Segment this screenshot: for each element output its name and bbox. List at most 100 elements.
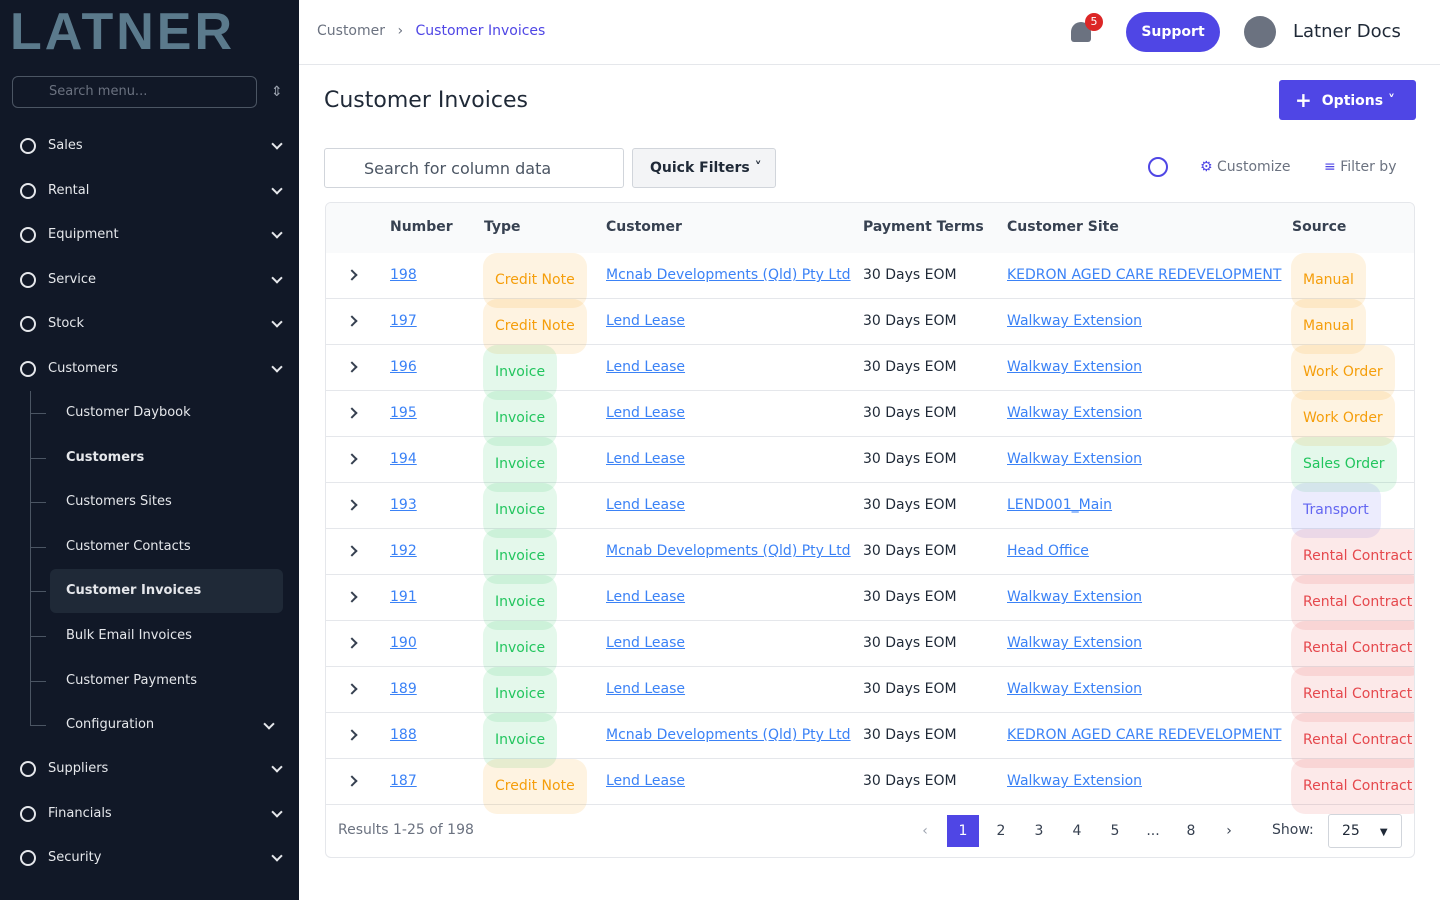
table: Number Type Customer Payment Terms Customer … (325, 202, 1415, 858)
customer-site[interactable]: Walkway Extension (1007, 635, 1143, 651)
expand-icon[interactable] (346, 269, 358, 281)
customer-site[interactable]: Walkway Extension (1007, 681, 1143, 697)
expand-icon[interactable] (346, 361, 358, 373)
customer[interactable]: Lend Lease (606, 313, 686, 329)
invoice-number[interactable]: 188 (390, 727, 417, 743)
submenu-item[interactable]: Customers Sites (66, 494, 172, 510)
page-button[interactable]: 4 (1072, 823, 1082, 839)
menu-item[interactable]: Equipment (0, 215, 299, 255)
expand-icon[interactable] (346, 729, 358, 741)
submenu-item[interactable]: Customers (66, 449, 145, 465)
invoice-number[interactable]: 193 (390, 497, 417, 513)
page-size[interactable]: 25 ▼ (1328, 814, 1402, 848)
customer[interactable]: Mcnab Developments (Qld) Pty Ltd (606, 727, 851, 743)
customer-site[interactable]: KEDRON AGED CARE REDEVELOPMENT (1007, 267, 1282, 283)
badge: Rental Contract (1291, 667, 1414, 722)
collapse-icon[interactable]: ⇕ (271, 84, 283, 100)
customer-site[interactable]: Walkway Extension (1007, 359, 1143, 375)
menu-item[interactable]: Suppliers (0, 749, 299, 789)
invoice-number[interactable]: 197 (390, 313, 417, 329)
invoice-number[interactable]: 190 (390, 635, 417, 651)
menu-item[interactable]: Financials (0, 794, 299, 834)
menu-item[interactable]: Security (0, 838, 299, 878)
menu-item[interactable]: Service (0, 260, 299, 300)
menu-item[interactable]: Stock (0, 304, 299, 344)
expand-icon[interactable] (346, 499, 358, 511)
expand-icon[interactable] (346, 407, 358, 419)
page-button[interactable]: 1 (947, 815, 979, 847)
expand-icon[interactable] (346, 453, 358, 465)
customer-site[interactable]: Head Office (1007, 543, 1089, 559)
customer[interactable]: Mcnab Developments (Qld) Pty Ltd (606, 543, 851, 559)
invoice-number[interactable]: 195 (390, 405, 417, 421)
crumb[interactable]: Customer (317, 23, 386, 39)
invoice-number[interactable]: 198 (390, 267, 417, 283)
badge: Manual (1291, 299, 1366, 354)
crumb[interactable]: Customer Invoices (415, 23, 546, 39)
customer-site[interactable]: LEND001_Main (1007, 497, 1113, 513)
invoice-number[interactable]: 191 (390, 589, 417, 605)
customer-site[interactable]: KEDRON AGED CARE REDEVELOPMENT (1007, 727, 1282, 743)
invoice-number[interactable]: 192 (390, 543, 417, 559)
invoice-number[interactable]: 194 (390, 451, 417, 467)
options-button[interactable]: + Options ˅ (1279, 80, 1416, 120)
submenu-item[interactable]: Customer Invoices (50, 569, 283, 614)
expand-icon[interactable] (346, 545, 358, 557)
type: Invoice (483, 391, 558, 446)
customer[interactable]: Lend Lease (606, 359, 686, 375)
label: Customize (1217, 159, 1291, 175)
page-button[interactable]: ... (1146, 823, 1160, 839)
invoice-number[interactable]: 189 (390, 681, 417, 697)
menu-item[interactable]: Sales (0, 126, 299, 166)
table-row: 195 Invoice Lend Lease 30 Days EOM Walkway E… (326, 391, 1414, 446)
submenu-item[interactable]: Customer Contacts (66, 538, 191, 554)
customer[interactable]: Lend Lease (606, 497, 686, 513)
support-button[interactable]: Support (1126, 12, 1220, 52)
payment-terms: 30 Days EOM (863, 543, 957, 559)
customer-site[interactable]: Walkway Extension (1007, 405, 1143, 421)
customer[interactable]: Mcnab Developments (Qld) Pty Ltd (606, 267, 851, 283)
invoice-number[interactable]: 196 (390, 359, 417, 375)
expand-icon[interactable] (346, 775, 358, 787)
quick-filters[interactable]: Quick Filters ˅ (632, 148, 776, 188)
menu-item[interactable]: Rental (0, 171, 299, 211)
customer[interactable]: Lend Lease (606, 589, 686, 605)
submenu-item[interactable]: Customer Payments (66, 672, 197, 688)
customer-site[interactable]: Walkway Extension (1007, 451, 1143, 467)
customer-site[interactable]: Walkway Extension (1007, 773, 1143, 789)
badge: Invoice (483, 529, 558, 584)
expand-icon[interactable] (346, 591, 358, 603)
next-page[interactable]: › (1226, 823, 1232, 839)
badge: Invoice (483, 391, 558, 446)
user-name[interactable]: Latner Docs (1293, 21, 1401, 42)
expand-icon[interactable] (346, 683, 358, 695)
page-button[interactable]: 5 (1110, 823, 1120, 839)
customer[interactable]: Lend Lease (606, 635, 686, 651)
table-search[interactable]: Search for column data (324, 148, 624, 188)
customer[interactable]: Lend Lease (606, 681, 686, 697)
customer-site[interactable]: Walkway Extension (1007, 589, 1143, 605)
customer[interactable]: Lend Lease (606, 405, 686, 421)
menu-search[interactable]: Search menu... (12, 76, 257, 108)
badge: Credit Note (483, 759, 587, 814)
menu-item[interactable]: Customers (0, 349, 299, 389)
submenu-item[interactable]: Configuration (66, 717, 155, 733)
filter-by[interactable]: ≡ Filter by (1324, 159, 1397, 175)
submenu-item[interactable]: Customer Daybook (66, 405, 191, 420)
avatar[interactable] (1244, 16, 1276, 48)
badge: Sales Order (1291, 437, 1397, 492)
prev-page[interactable]: ‹ (922, 823, 928, 839)
customer-site[interactable]: Walkway Extension (1007, 313, 1143, 329)
page-button[interactable]: 8 (1186, 823, 1196, 839)
invoice-number[interactable]: 187 (390, 773, 417, 789)
submenu-item[interactable]: Bulk Email Invoices (66, 628, 192, 643)
refresh-icon[interactable] (1148, 157, 1168, 177)
customer[interactable]: Lend Lease (606, 451, 686, 467)
page-button[interactable]: 3 (1034, 823, 1044, 839)
source: Rental Contract (1291, 575, 1414, 630)
customize[interactable]: ⚙ Customize (1200, 159, 1291, 175)
customer[interactable]: Lend Lease (606, 773, 686, 789)
expand-icon[interactable] (346, 315, 358, 327)
expand-icon[interactable] (346, 637, 358, 649)
page-button[interactable]: 2 (996, 823, 1006, 839)
